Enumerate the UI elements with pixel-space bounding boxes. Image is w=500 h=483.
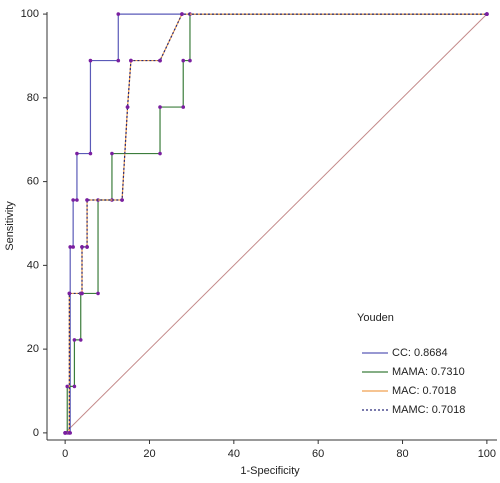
x-tick-label: 0 <box>62 448 68 460</box>
point-marker <box>67 291 72 296</box>
point-marker <box>88 58 93 63</box>
point-marker <box>116 58 121 63</box>
point-marker <box>75 198 79 202</box>
point-marker <box>72 384 77 389</box>
y-tick-label: 60 <box>27 176 39 188</box>
point-marker <box>180 12 184 16</box>
point-marker <box>120 198 124 202</box>
point-marker <box>75 151 79 156</box>
x-axis-label: 1-Specificity <box>240 465 300 477</box>
point-marker <box>158 105 162 109</box>
legend-label: MAC: 0.7018 <box>392 385 456 397</box>
y-tick-label: 80 <box>27 92 39 104</box>
point-marker <box>485 12 489 16</box>
point-marker <box>129 58 133 63</box>
point-marker <box>68 245 72 249</box>
point-marker <box>181 105 186 109</box>
legend-label: MAMA: 0.7310 <box>392 366 465 378</box>
y-tick-label: 0 <box>33 427 39 439</box>
point-marker <box>116 12 121 16</box>
point-marker <box>188 58 192 63</box>
point-marker <box>67 431 72 435</box>
point-marker <box>71 245 75 249</box>
x-tick-label: 100 <box>478 448 496 460</box>
y-tick-label: 100 <box>21 8 39 20</box>
x-tick-label: 80 <box>396 448 408 460</box>
point-marker <box>72 338 77 342</box>
y-tick-label: 40 <box>27 259 39 271</box>
point-marker <box>80 291 84 296</box>
point-marker <box>158 151 162 156</box>
point-marker <box>181 58 186 63</box>
reference-line <box>64 13 488 434</box>
y-tick-label: 20 <box>27 343 39 355</box>
x-tick-label: 20 <box>143 448 155 460</box>
x-tick-label: 40 <box>228 448 240 460</box>
point-marker <box>96 291 100 296</box>
point-marker <box>85 198 89 202</box>
y-axis-label: Sensitivity <box>4 201 16 251</box>
point-marker <box>88 151 93 156</box>
legend-label: CC: 0.8684 <box>392 347 448 359</box>
x-tick-label: 60 <box>312 448 324 460</box>
point-marker <box>80 245 84 249</box>
point-marker <box>110 151 114 156</box>
point-marker <box>63 431 67 435</box>
point-marker <box>125 105 130 109</box>
point-marker <box>78 338 83 342</box>
roc-curve <box>65 13 487 434</box>
point-marker <box>71 198 75 202</box>
legend-label: MAMC: 0.7018 <box>392 404 465 416</box>
point-marker <box>65 384 70 389</box>
legend-title: Youden <box>357 312 394 324</box>
point-marker <box>85 245 89 249</box>
point-marker <box>158 58 162 63</box>
